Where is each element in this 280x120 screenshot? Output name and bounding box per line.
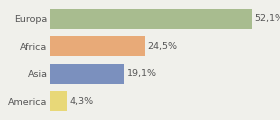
Text: 19,1%: 19,1% (127, 69, 157, 78)
Text: 52,1%: 52,1% (254, 14, 280, 23)
Text: 4,3%: 4,3% (69, 97, 94, 106)
Bar (50, 64, 124, 84)
Bar (50, 36, 145, 56)
Bar (50, 9, 252, 29)
Bar (50, 91, 67, 111)
Text: 24,5%: 24,5% (147, 42, 177, 51)
